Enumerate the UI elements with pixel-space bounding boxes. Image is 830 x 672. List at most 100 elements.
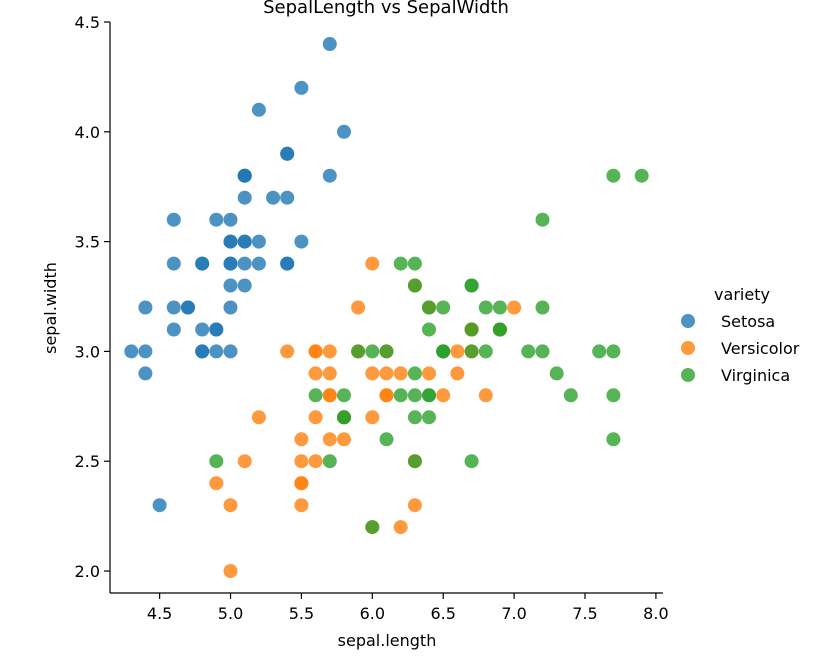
point-virginica-21: [308, 388, 323, 403]
point-setosa-27: [251, 234, 266, 249]
point-setosa-39: [237, 256, 252, 271]
point-setosa-6: [166, 256, 181, 271]
y-tick-label: 4.5: [75, 13, 100, 32]
point-versicolor-14: [308, 366, 323, 381]
point-versicolor-19: [308, 454, 323, 469]
point-versicolor-3: [294, 498, 309, 513]
point-virginica-26: [393, 388, 408, 403]
point-setosa-31: [280, 256, 295, 271]
x-tick-label: 6.0: [360, 604, 385, 623]
point-setosa-15: [322, 37, 337, 51]
point-versicolor-10: [223, 564, 238, 578]
point-versicolor-13: [379, 366, 394, 381]
y-tick-label: 3.5: [75, 233, 100, 252]
point-versicolor-18: [393, 520, 408, 535]
x-tick-label: 7.0: [501, 604, 526, 623]
legend-marker-versicolor: [681, 341, 695, 355]
point-setosa-4: [223, 212, 238, 227]
point-virginica-6: [209, 454, 224, 469]
point-virginica-8: [464, 454, 479, 469]
point-virginica-32: [422, 388, 436, 403]
point-virginica-17: [606, 168, 621, 183]
point-setosa-14: [337, 124, 351, 139]
legend-title: variety: [714, 285, 770, 304]
chart-title: SepalLength vs SepalWidth: [263, 0, 509, 18]
point-virginica-47: [436, 344, 451, 359]
point-setosa-48: [266, 190, 281, 205]
point-setosa-22: [166, 212, 181, 227]
x-tick-label: 5.5: [289, 604, 314, 623]
point-virginica-38: [365, 344, 380, 359]
y-axis-label: sepal.width: [41, 262, 60, 354]
point-versicolor-28: [365, 366, 380, 381]
point-versicolor-29: [322, 432, 337, 447]
point-versicolor-26: [478, 388, 493, 403]
point-versicolor-35: [365, 256, 380, 271]
point-virginica-34: [379, 432, 394, 447]
point-virginica-30: [563, 388, 578, 403]
point-virginica-33: [407, 388, 422, 403]
point-virginica-35: [606, 344, 621, 359]
point-versicolor-47: [393, 366, 408, 381]
legend-items: Setosa Versicolor Virginica: [681, 312, 800, 385]
point-virginica-12: [478, 344, 493, 359]
y-tick-label: 4.0: [75, 123, 100, 142]
x-ticks: 4.5 5.0 5.5 6.0 6.5 7.0 7.5 8.0: [147, 593, 669, 623]
point-versicolor-0: [507, 300, 522, 315]
point-setosa-24: [195, 256, 210, 271]
x-tick-label: 6.5: [430, 604, 455, 623]
point-setosa-25: [223, 344, 238, 359]
point-virginica-9: [535, 212, 550, 227]
point-virginica-22: [606, 388, 621, 403]
point-virginica-45: [464, 344, 479, 359]
point-setosa-28: [251, 256, 266, 271]
point-versicolor-49: [322, 388, 337, 403]
y-tick-label: 2.0: [75, 562, 100, 581]
x-tick-label: 8.0: [643, 604, 668, 623]
point-setosa-23: [237, 278, 252, 293]
point-versicolor-34: [280, 344, 295, 359]
point-versicolor-24: [422, 366, 436, 381]
point-versicolor-42: [337, 432, 351, 447]
point-setosa-16: [280, 146, 295, 161]
point-setosa-34: [209, 322, 224, 337]
point-setosa-21: [237, 190, 252, 205]
point-versicolor-9: [251, 410, 266, 425]
point-versicolor-8: [450, 366, 465, 381]
point-virginica-20: [492, 300, 507, 315]
point-virginica-11: [422, 410, 436, 425]
point-versicolor-38: [308, 344, 323, 359]
point-setosa-37: [209, 212, 224, 227]
point-versicolor-7: [209, 476, 224, 491]
point-virginica-14: [337, 388, 351, 403]
point-virginica-36: [407, 256, 422, 271]
point-setosa-1: [209, 344, 224, 359]
x-tick-label: 7.5: [572, 604, 597, 623]
point-virginica-23: [407, 410, 422, 425]
point-versicolor-20: [351, 300, 366, 315]
point-setosa-8: [138, 366, 153, 381]
point-virginica-31: [634, 168, 649, 183]
legend-marker-setosa: [681, 314, 695, 328]
data-points: [124, 37, 649, 578]
point-versicolor-45: [322, 344, 337, 359]
point-virginica-43: [478, 300, 493, 315]
legend-marker-virginica: [681, 368, 695, 382]
point-setosa-46: [237, 168, 252, 183]
point-versicolor-23: [379, 388, 394, 403]
x-tick-label: 5.0: [218, 604, 243, 623]
point-setosa-17: [237, 234, 252, 249]
x-axis-label: sepal.length: [338, 631, 437, 650]
point-setosa-38: [138, 344, 153, 359]
point-virginica-48: [393, 256, 408, 271]
point-virginica-27: [379, 344, 394, 359]
x-tick-label: 4.5: [147, 604, 172, 623]
legend: variety Setosa Versicolor Virginica: [681, 285, 800, 385]
point-setosa-30: [195, 322, 210, 337]
point-virginica-49: [351, 344, 366, 359]
point-versicolor-43: [223, 498, 238, 513]
y-tick-label: 2.5: [75, 452, 100, 471]
point-virginica-2: [521, 344, 536, 359]
point-versicolor-40: [294, 432, 309, 447]
